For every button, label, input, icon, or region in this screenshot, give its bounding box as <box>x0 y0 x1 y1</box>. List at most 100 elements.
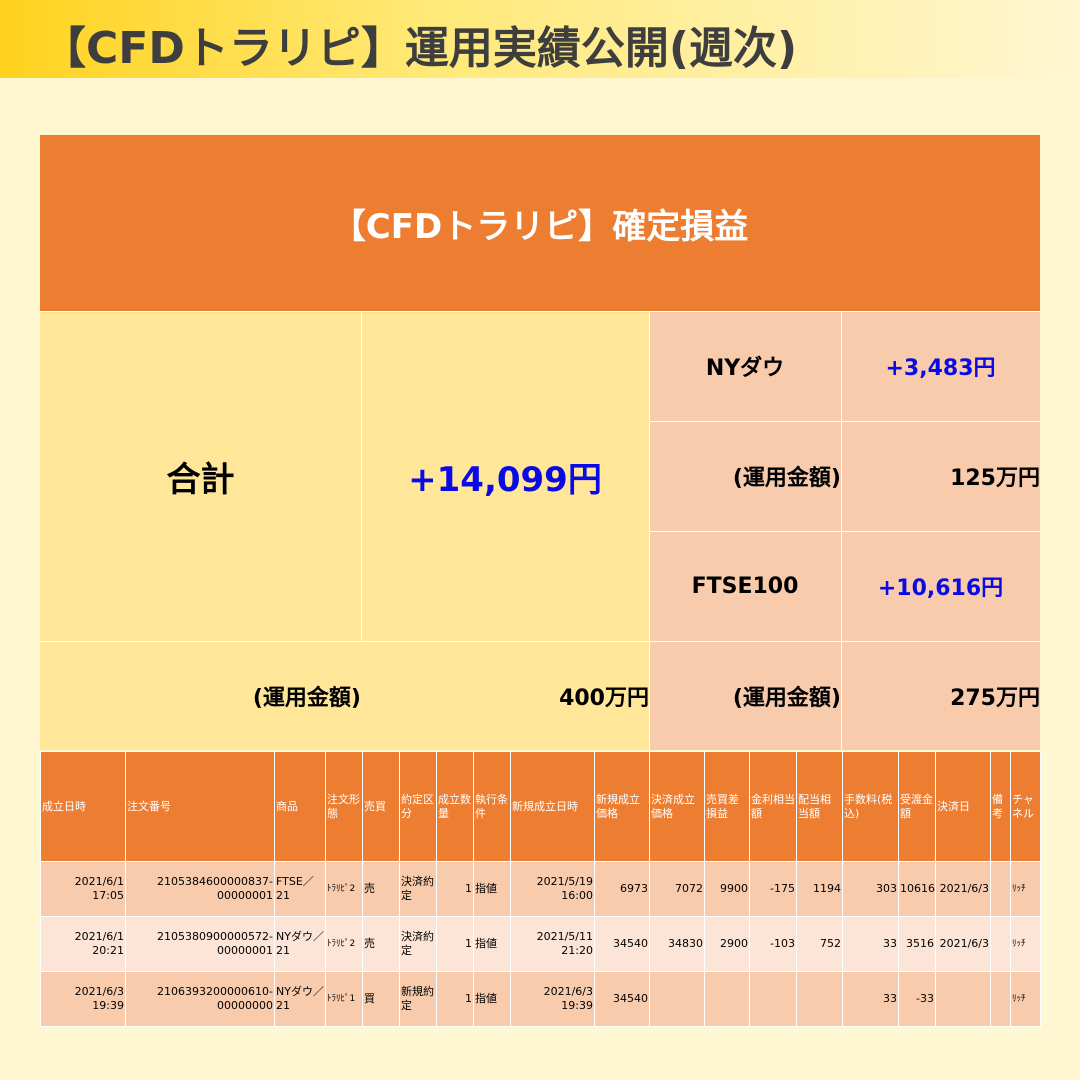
ny-value: +3,483円 <box>841 311 1040 421</box>
cell-channel: ﾘｯﾁ <box>1010 861 1041 917</box>
col-header: 金利相当額 <box>749 751 797 862</box>
grid-divider <box>361 311 362 641</box>
table-row: 2021/6/1 17:05 2105384600000837-00000001… <box>40 861 1041 917</box>
col-header: 新規成立日時 <box>510 751 595 862</box>
total-amount-value: 400万円 <box>361 641 649 750</box>
cell-order-type: ﾄﾗﾘﾋﾟ2 <box>325 861 363 917</box>
ny-label: NYダウ <box>649 311 841 421</box>
col-header: 執行条件 <box>473 751 511 862</box>
cell-open-time: 2021/5/11 21:20 <box>510 916 595 972</box>
cell-open-price: 34540 <box>594 971 650 1027</box>
cell-close-price: 7072 <box>649 861 705 917</box>
cell-side: 売 <box>362 916 400 972</box>
title-bar <box>0 0 1080 78</box>
cell-product: NYダウ／21 <box>274 916 326 972</box>
cell-delivery-amount: -33 <box>898 971 936 1027</box>
col-header: 決済成立価格 <box>649 751 705 862</box>
cell-filled-time: 2021/6/1 17:05 <box>40 861 126 917</box>
cell-close-price <box>649 971 705 1027</box>
cell-note <box>990 861 1011 917</box>
table-row: 2021/6/1 20:21 2105380900000572-00000001… <box>40 916 1041 972</box>
ftse-value: +10,616円 <box>841 531 1040 641</box>
grid-divider <box>40 641 1040 642</box>
grid-divider <box>649 531 1040 532</box>
cell-open-price: 34540 <box>594 916 650 972</box>
cell-product: FTSE／21 <box>274 861 326 917</box>
col-header: 約定区分 <box>399 751 437 862</box>
cell-interest <box>749 971 797 1027</box>
grid-divider <box>649 421 1040 422</box>
trade-table: 成立日時 注文番号 商品 注文形態 売買 約定区分 成立数量 執行条件 新規成立… <box>40 751 1041 1027</box>
grid-divider <box>40 311 1040 312</box>
col-header: 決済日 <box>935 751 991 862</box>
ny-amount-value: 125万円 <box>841 421 1040 531</box>
cell-order-number: 2106393200000610-00000000 <box>125 971 275 1027</box>
total-label: 合計 <box>40 311 361 641</box>
cell-side: 売 <box>362 861 400 917</box>
total-amount-label: (運用金額) <box>40 641 361 750</box>
col-header: 商品 <box>274 751 326 862</box>
cell-open-time: 2021/5/19 16:00 <box>510 861 595 917</box>
cell-note <box>990 916 1011 972</box>
cell-dividend: 752 <box>796 916 843 972</box>
cell-note <box>990 971 1011 1027</box>
total-value: +14,099円 <box>361 311 649 641</box>
cell-side: 買 <box>362 971 400 1027</box>
col-header: 受渡金額 <box>898 751 936 862</box>
summary-panel: 【CFDトラリピ】確定損益 合計 +14,099円 (運用金額) 400万円 N… <box>40 135 1040 750</box>
col-header: 注文番号 <box>125 751 275 862</box>
col-header: 手数料(税込) <box>842 751 899 862</box>
cell-quantity: 1 <box>436 861 474 917</box>
cell-fee: 303 <box>842 861 899 917</box>
cell-order-type: ﾄﾗﾘﾋﾟ1 <box>325 971 363 1027</box>
cell-delivery-amount: 10616 <box>898 861 936 917</box>
cell-channel: ﾘｯﾁ <box>1010 971 1041 1027</box>
col-header: 成立数量 <box>436 751 474 862</box>
cell-order-type: ﾄﾗﾘﾋﾟ2 <box>325 916 363 972</box>
cell-pnl <box>704 971 750 1027</box>
summary-header: 【CFDトラリピ】確定損益 <box>40 135 1040 311</box>
cell-filled-time: 2021/6/3 19:39 <box>40 971 126 1027</box>
cell-dividend: 1194 <box>796 861 843 917</box>
cell-open-price: 6973 <box>594 861 650 917</box>
col-header: 売買 <box>362 751 400 862</box>
page-title: 【CFDトラリピ】運用実績公開(週次) <box>42 23 798 74</box>
cell-settle-date: 2021/6/3 <box>935 861 991 917</box>
cell-settle-date <box>935 971 991 1027</box>
cell-filled-time: 2021/6/1 20:21 <box>40 916 126 972</box>
cell-quantity: 1 <box>436 971 474 1027</box>
cell-settle-type: 決済約定 <box>399 861 437 917</box>
ftse-amount-value: 275万円 <box>841 641 1040 750</box>
cell-quantity: 1 <box>436 916 474 972</box>
ftse-label: FTSE100 <box>649 531 841 641</box>
cell-settle-type: 決済約定 <box>399 916 437 972</box>
cell-delivery-amount: 3516 <box>898 916 936 972</box>
grid-divider <box>649 311 650 750</box>
cell-interest: -103 <box>749 916 797 972</box>
cell-fee: 33 <box>842 971 899 1027</box>
cell-fee: 33 <box>842 916 899 972</box>
table-row: 2021/6/3 19:39 2106393200000610-00000000… <box>40 971 1041 1027</box>
cell-settle-type: 新規約定 <box>399 971 437 1027</box>
cell-exec-condition: 指値 <box>473 916 511 972</box>
cell-exec-condition: 指値 <box>473 971 511 1027</box>
table-header-row: 成立日時 注文番号 商品 注文形態 売買 約定区分 成立数量 執行条件 新規成立… <box>40 751 1041 862</box>
ftse-amount-label: (運用金額) <box>649 641 841 750</box>
cell-exec-condition: 指値 <box>473 861 511 917</box>
col-header: 成立日時 <box>40 751 126 862</box>
col-header: 新規成立価格 <box>594 751 650 862</box>
col-header: チャネル <box>1010 751 1041 862</box>
cell-channel: ﾘｯﾁ <box>1010 916 1041 972</box>
cell-pnl: 9900 <box>704 861 750 917</box>
cell-close-price: 34830 <box>649 916 705 972</box>
ny-amount-label: (運用金額) <box>649 421 841 531</box>
cell-order-number: 2105384600000837-00000001 <box>125 861 275 917</box>
cell-dividend <box>796 971 843 1027</box>
cell-order-number: 2105380900000572-00000001 <box>125 916 275 972</box>
cell-settle-date: 2021/6/3 <box>935 916 991 972</box>
cell-pnl: 2900 <box>704 916 750 972</box>
cell-interest: -175 <box>749 861 797 917</box>
col-header: 注文形態 <box>325 751 363 862</box>
col-header: 売買差損益 <box>704 751 750 862</box>
grid-divider <box>841 311 842 750</box>
